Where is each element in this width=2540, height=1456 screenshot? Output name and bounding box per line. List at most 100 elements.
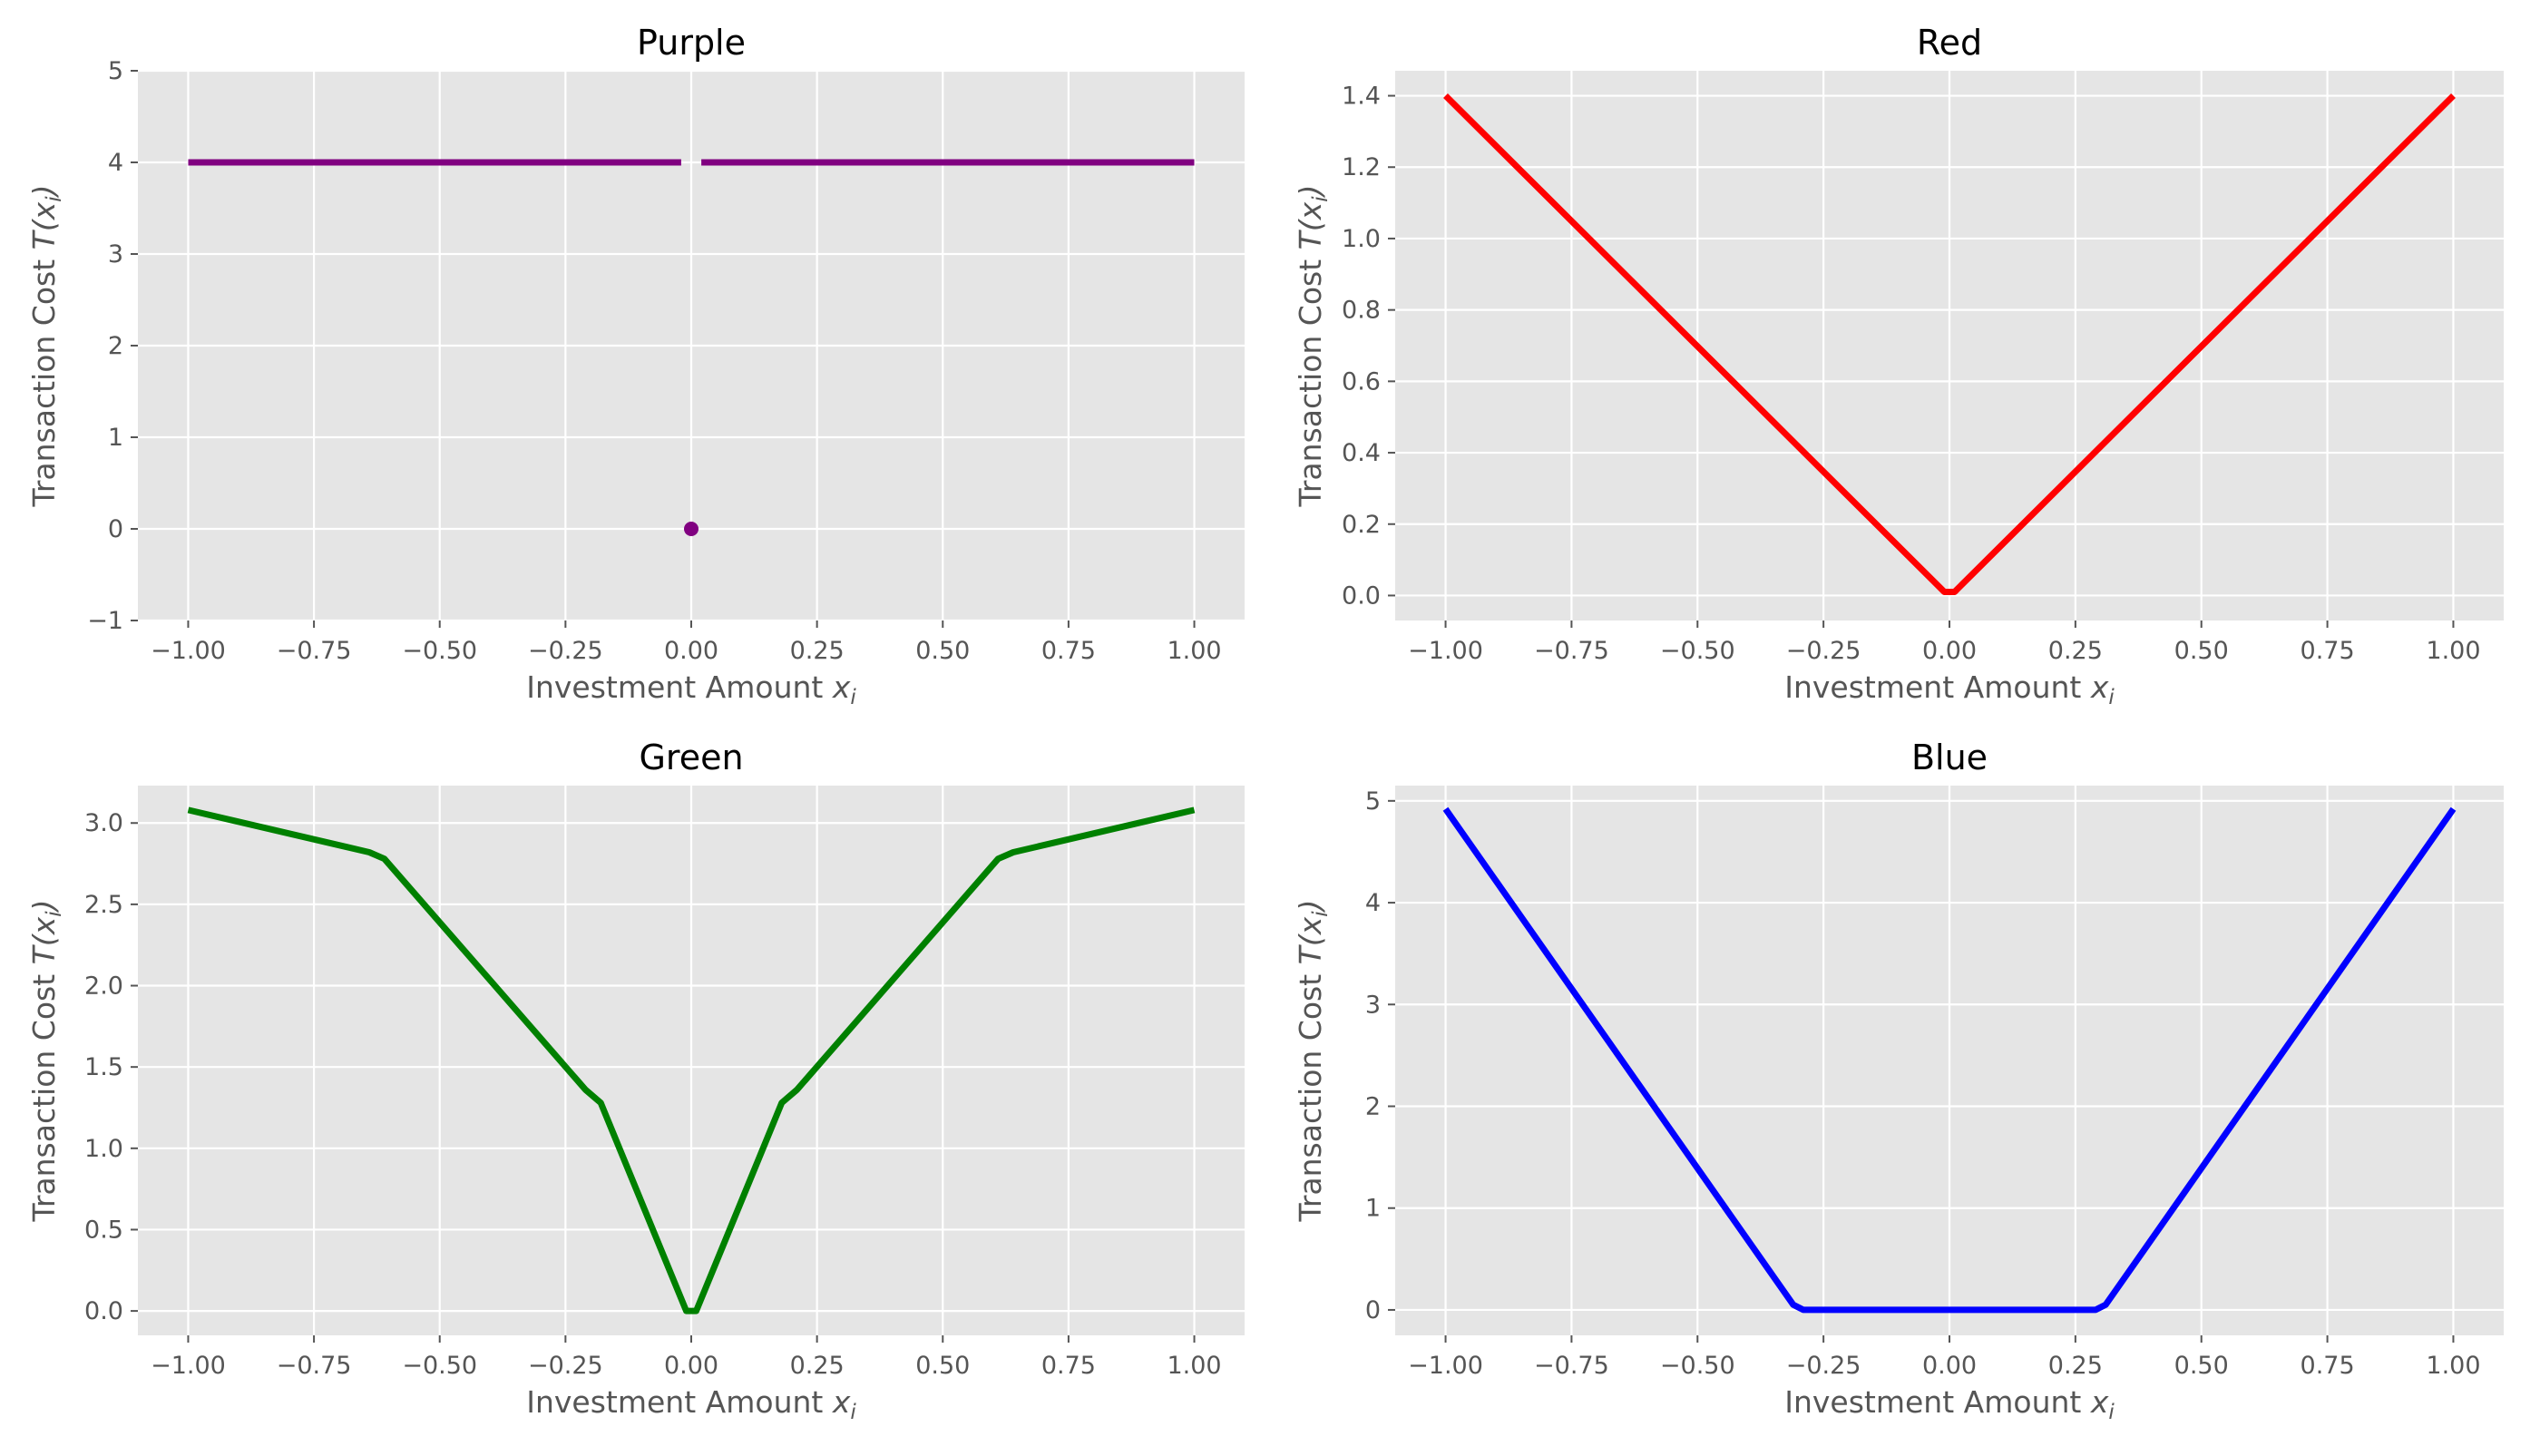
x-tick-label: 0.00: [1922, 637, 1977, 665]
x-tick-label: −0.25: [1786, 637, 1861, 665]
x-tick-label: 0.25: [790, 637, 845, 665]
y-tick-label: 1.4: [1342, 83, 1381, 111]
y-axis-label-text: Transaction Cost: [1293, 964, 1328, 1222]
y-tick-label: 0.0: [84, 1297, 123, 1325]
y-axis-label-close: ): [1293, 185, 1328, 200]
y-tick-label: 1.2: [1342, 153, 1381, 181]
series-line: [187, 806, 1196, 1314]
x-tick-label: −0.50: [402, 1352, 477, 1380]
chart-panel-red: −1.00 −0.75 −0.50 −0.25 0.00 0.25 0.50 0.75 1.00…: [1293, 23, 2504, 709]
x-axis-label-variable: x: [832, 1384, 851, 1420]
y-axis-label-variable: T(x: [1293, 916, 1328, 964]
y-tick-label: 3.0: [84, 809, 123, 837]
x-tick-label: 0.75: [2301, 637, 2355, 665]
x-tick-label: −1.00: [151, 1352, 226, 1380]
y-tick-label: 0.6: [1342, 367, 1381, 396]
x-tick-label: 0.75: [1041, 1352, 1096, 1380]
x-axis-label-text: Investment Amount: [1784, 1384, 2091, 1420]
x-tick-label: 0.50: [915, 1352, 970, 1380]
y-tick-label: 0.2: [1342, 511, 1381, 539]
y-axis-label-variable: T(x: [26, 201, 62, 249]
y-tick-label: 3: [108, 240, 123, 269]
x-tick-label: −1.00: [1408, 1352, 1483, 1380]
x-tick-label: −1.00: [1408, 637, 1483, 665]
x-tick-label: −0.50: [1660, 637, 1735, 665]
y-tick-label: 0: [108, 515, 123, 543]
y-tick-label: 0.0: [1342, 581, 1381, 610]
y-tick-label: 1: [1365, 1195, 1381, 1223]
x-axis-label-subscript: i: [850, 1401, 856, 1424]
y-tick-label: 0.5: [84, 1216, 123, 1244]
y-axis-label: Transaction Cost T(xi): [26, 185, 66, 508]
y-axis-label-text: Transaction Cost: [1293, 249, 1328, 507]
x-tick-label: 0.50: [2174, 637, 2229, 665]
x-tick-label: 0.75: [2301, 1352, 2355, 1380]
chart-title: Blue: [1911, 738, 1988, 777]
x-tick-label: 1.00: [1167, 637, 1221, 665]
x-axis-label-subscript: i: [2108, 686, 2115, 709]
y-tick-label: 1.5: [84, 1053, 123, 1081]
x-tick-label: −0.50: [1660, 1352, 1735, 1380]
y-tick-label: 0.8: [1342, 297, 1381, 325]
chart-panel-purple: −1.00 −0.75 −0.50 −0.25 0.00 0.25 0.50 0.75 1.00…: [26, 23, 1245, 709]
x-axis-label-variable: x: [2090, 669, 2109, 705]
y-axis-label-close: ): [26, 900, 62, 914]
y-axis-label-subscript: i: [43, 911, 66, 917]
y-axis-label-variable: T(x: [1293, 201, 1328, 249]
chart-title: Red: [1917, 23, 1982, 63]
x-tick-label: −0.25: [528, 1352, 603, 1380]
chart-panel-green: −1.00 −0.75 −0.50 −0.25 0.00 0.25 0.50 0.75 1.00…: [26, 738, 1245, 1424]
x-axis-label-text: Investment Amount: [526, 1384, 833, 1420]
y-tick-label: 4: [1365, 889, 1381, 917]
x-tick-label: −0.50: [402, 637, 477, 665]
y-axis-label-subscript: i: [1309, 196, 1333, 202]
y-tick-label: 3: [1365, 991, 1381, 1019]
x-tick-label: 0.00: [1922, 1352, 1977, 1380]
x-tick-label: −0.75: [1534, 1352, 1609, 1380]
x-tick-label: −0.25: [1786, 1352, 1861, 1380]
y-axis-label: Transaction Cost T(xi): [1293, 900, 1333, 1223]
x-tick-label: 0.00: [664, 1352, 718, 1380]
y-axis-label: Transaction Cost T(xi): [1293, 185, 1333, 508]
y-axis-label-close: ): [1293, 900, 1328, 914]
y-axis-label-text: Transaction Cost: [26, 249, 62, 507]
x-tick-label: 1.00: [1167, 1352, 1221, 1380]
y-axis-label-text: Transaction Cost: [26, 964, 62, 1222]
y-axis-label-variable: T(x: [26, 916, 62, 964]
x-tick-label: 0.25: [790, 1352, 845, 1380]
x-axis-label-subscript: i: [850, 686, 856, 709]
x-axis-label-subscript: i: [2108, 1401, 2115, 1424]
x-tick-label: 0.25: [2048, 637, 2103, 665]
y-tick-label: 2.5: [84, 891, 123, 919]
y-tick-label: 5: [108, 57, 123, 85]
x-tick-label: −1.00: [151, 637, 226, 665]
y-tick-label: −1: [87, 607, 123, 635]
series-line: [1442, 806, 2457, 1314]
x-axis-label: Investment Amount xi: [1784, 669, 2115, 709]
x-axis-label: Investment Amount xi: [526, 1384, 856, 1424]
x-tick-label: 0.25: [2048, 1352, 2103, 1380]
x-axis-label-text: Investment Amount: [526, 669, 833, 705]
y-tick-label: 2: [1365, 1093, 1381, 1121]
y-axis-label-close: ): [26, 185, 62, 200]
chart-panel-blue: −1.00 −0.75 −0.50 −0.25 0.00 0.25 0.50 0.75 1.00…: [1293, 738, 2504, 1424]
y-tick-label: 5: [1365, 787, 1381, 816]
y-tick-label: 1.0: [84, 1135, 123, 1163]
x-tick-label: 0.75: [1041, 637, 1096, 665]
x-tick-label: 1.00: [2426, 637, 2480, 665]
x-tick-label: 1.00: [2426, 1352, 2480, 1380]
chart-title: Green: [639, 738, 743, 777]
x-axis-label-variable: x: [2090, 1384, 2109, 1420]
y-tick-label: 2.0: [84, 972, 123, 1001]
y-tick-label: 1.0: [1342, 225, 1381, 253]
data-point: [684, 522, 698, 536]
x-axis-label-text: Investment Amount: [1784, 669, 2091, 705]
y-tick-label: 0.4: [1342, 439, 1381, 467]
x-tick-label: −0.75: [1534, 637, 1609, 665]
y-axis-label-subscript: i: [43, 196, 66, 202]
x-tick-label: 0.00: [664, 637, 718, 665]
y-axis-label: Transaction Cost T(xi): [26, 900, 66, 1223]
y-axis-label-subscript: i: [1309, 911, 1333, 917]
y-tick-label: 0: [1365, 1296, 1381, 1324]
